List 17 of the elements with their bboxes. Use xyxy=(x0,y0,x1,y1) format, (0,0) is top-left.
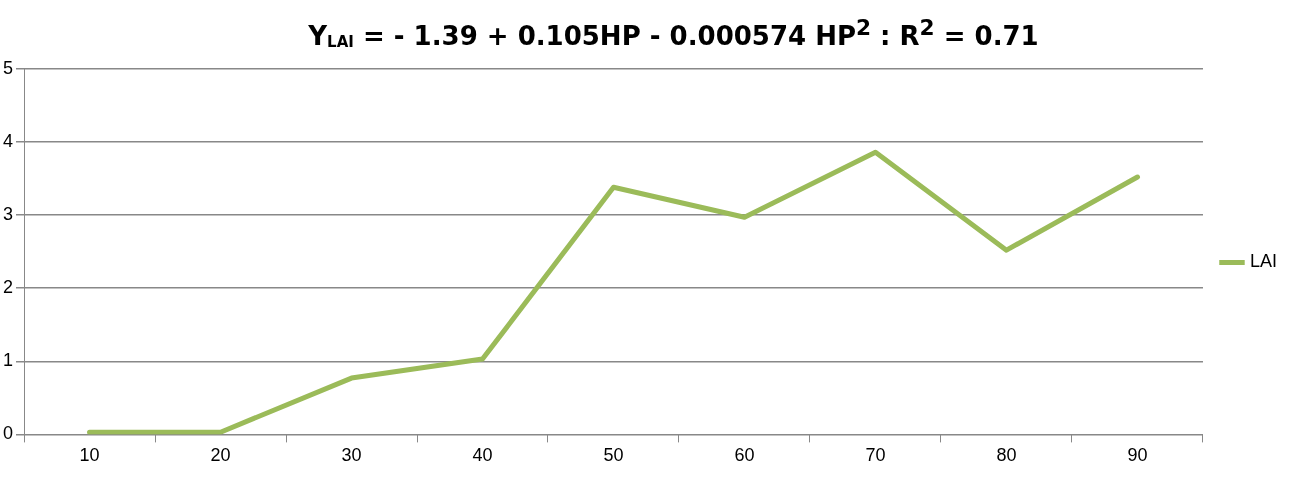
x-tick-label: 10 xyxy=(79,445,100,466)
x-tick-label: 60 xyxy=(734,445,755,466)
x-tick-label: 80 xyxy=(996,445,1017,466)
y-tick-label: 3 xyxy=(3,204,14,225)
y-tick-label: 5 xyxy=(3,57,14,78)
x-tick-label: 50 xyxy=(603,445,624,466)
x-tick-label: 20 xyxy=(210,445,231,466)
legend-label: LAI xyxy=(1249,251,1278,272)
y-tick-label: 0 xyxy=(3,423,14,444)
x-tick-label: 30 xyxy=(341,445,362,466)
x-tick-label: 90 xyxy=(1127,445,1148,466)
y-tick-label: 2 xyxy=(3,277,14,298)
y-tick-label: 1 xyxy=(3,350,14,371)
chart-title: Y$_{LAI}$ = - 1.39 + 0.105HP - 0.000574 HP$^{2}$ : R$^{2}$ = 0.71 xyxy=(307,14,1040,53)
x-tick-label: 40 xyxy=(472,445,493,466)
y-tick-label: 4 xyxy=(3,130,14,151)
x-tick-label: 70 xyxy=(865,445,886,466)
